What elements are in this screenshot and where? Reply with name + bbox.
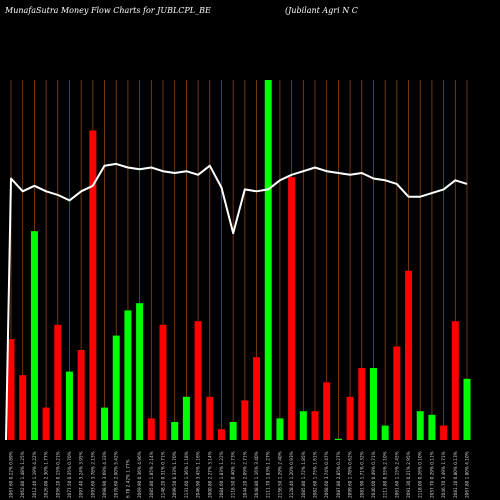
- x-tick-label: 2012.40 1.19% 4.22%: [32, 451, 37, 498]
- x-tick-label: 2099.60 1.78% 0.62%: [348, 451, 353, 498]
- x-tick-label: 2111.80 0.55% 2.10%: [383, 451, 388, 498]
- x-tick-label: 2057.70 0.29% 0.11%: [429, 451, 434, 498]
- x-tick-label: 2111.70 1.83% 1.27%: [266, 451, 271, 498]
- x-tick-label: 2067.80 1.80% 4.10%: [465, 451, 470, 498]
- x-tick-label: 2131.60 1.36% 1.18%: [184, 451, 189, 498]
- x-tick-label: 6.78 2.42% 1.77%: [125, 459, 130, 498]
- chart-title-secondary: (Jubilant Agri N C: [285, 6, 358, 15]
- bar-20: [229, 422, 237, 440]
- x-tick-label: 2091.30 0.21% 2.95%: [406, 451, 411, 498]
- bar-37: [428, 414, 436, 440]
- x-tick-label: 2026.00 2.30% 1.77%: [44, 451, 49, 498]
- x-tick-label: 2040.00 0.49% 0.71%: [371, 451, 376, 498]
- bar-26: [299, 411, 307, 440]
- x-tick-label: 2081.10 0.80% 0.13%: [453, 451, 458, 498]
- x-tick-label: 2048.80 1.16% 3.40%: [254, 451, 259, 498]
- x-tick-label: 2067.60 0.22% 0.89%: [9, 451, 14, 498]
- bar-8: [89, 130, 97, 440]
- x-tick-label: 2087.80 2.85% 0.27%: [336, 451, 341, 498]
- bar-17: [194, 321, 202, 440]
- x-tick-label: 2118.00 0.26% 0.10%: [418, 451, 423, 498]
- bar-15: [171, 422, 179, 440]
- bar-39: [451, 321, 459, 440]
- x-tick-label: 2068.60 3.74% 0.47%: [324, 451, 329, 498]
- bar-18: [206, 396, 214, 440]
- bar-30: [346, 396, 354, 440]
- x-tick-label: 2061.60 1.15% 2.45%: [394, 451, 399, 498]
- trend-line-layer: [5, 162, 468, 441]
- bar-5: [54, 324, 62, 440]
- x-tick-label: 2000.80 2.27% 3.14%: [207, 451, 212, 498]
- x-tick-label: 2077.50 0.35% 0.70%: [67, 451, 72, 498]
- bar-12: [136, 303, 144, 440]
- x-tick-label: 2046.70 3.49% 1.71%: [441, 451, 446, 498]
- bar-28: [323, 382, 331, 440]
- x-tick-label: 2069.90 0.36% 4.96%: [137, 451, 142, 498]
- x-tick-label: 2148.20 0.31% 0.71%: [161, 451, 166, 498]
- bar-6: [65, 371, 73, 440]
- bar-32: [369, 368, 377, 440]
- bar-24: [276, 418, 284, 440]
- x-tick-label: 2156.50 1.29% 2.40%: [277, 451, 282, 498]
- bar-10: [112, 335, 120, 440]
- bar-31: [358, 368, 366, 440]
- bar-11: [124, 310, 132, 440]
- x-tick-label: 2098.90 3.69% 4.33%: [102, 451, 107, 498]
- trend-line: [5, 162, 468, 441]
- x-tick-label: 2118.50 0.40% 2.73%: [231, 451, 236, 498]
- bar-16: [182, 396, 190, 440]
- chart-title: MunafaSutra Money Flow Charts for JUBLCP…: [4, 6, 211, 15]
- bar-3: [30, 231, 38, 440]
- bar-1: [7, 339, 15, 440]
- x-tick-label: 2046.90 3.45% 1.16%: [196, 451, 201, 498]
- bar-29: [334, 438, 342, 440]
- bar-40: [463, 378, 471, 440]
- x-tick-labels: 2067.60 0.22% 0.89% 2062.80 1.48% 1.25% 20…: [9, 451, 470, 498]
- x-tick-label: 2097.40 3.24% 3.95%: [79, 451, 84, 498]
- bars: [7, 80, 471, 440]
- x-tick-label: 2044.20 2.09% 2.71%: [242, 451, 247, 498]
- bar-7: [77, 350, 85, 440]
- bar-19: [217, 429, 225, 440]
- bar-35: [405, 270, 413, 440]
- x-tick-label: 2078.60 2.00% 5.42%: [114, 451, 119, 498]
- bar-9: [101, 407, 109, 440]
- bar-33: [381, 425, 389, 440]
- x-tick-label: 2099.50 0.33% 1.70%: [172, 451, 177, 498]
- bar-36: [416, 411, 424, 440]
- bar-4: [42, 407, 50, 440]
- bar-13: [147, 418, 155, 440]
- x-tick-label: 2056.20 0.15% 0.21%: [55, 451, 60, 498]
- x-tick-label: 2128.40 1.20% 0.93%: [289, 451, 294, 498]
- bar-38: [440, 425, 448, 440]
- bar-34: [393, 346, 401, 440]
- x-tick-label: 2084.60 1.83% 1.22%: [219, 451, 224, 498]
- bar-27: [311, 411, 319, 440]
- x-tick-label: 2081.90 1.71% 0.32%: [359, 451, 364, 498]
- x-tick-label: 2085.80 1.85% 2.14%: [149, 451, 154, 498]
- x-tick-label: 2062.80 1.48% 1.25%: [20, 451, 25, 498]
- bar-25: [288, 177, 296, 440]
- x-tick-label: 2093.60 3.78% 2.13%: [90, 451, 95, 498]
- bar-23: [264, 80, 272, 440]
- x-tick-label: 2085.80 1.72% 1.85%: [301, 451, 306, 498]
- x-tick-label: 2082.60 1.75% 1.61%: [313, 451, 318, 498]
- bar-22: [253, 357, 261, 440]
- bar-14: [159, 324, 167, 440]
- bar-2: [19, 375, 27, 440]
- bar-21: [241, 400, 249, 440]
